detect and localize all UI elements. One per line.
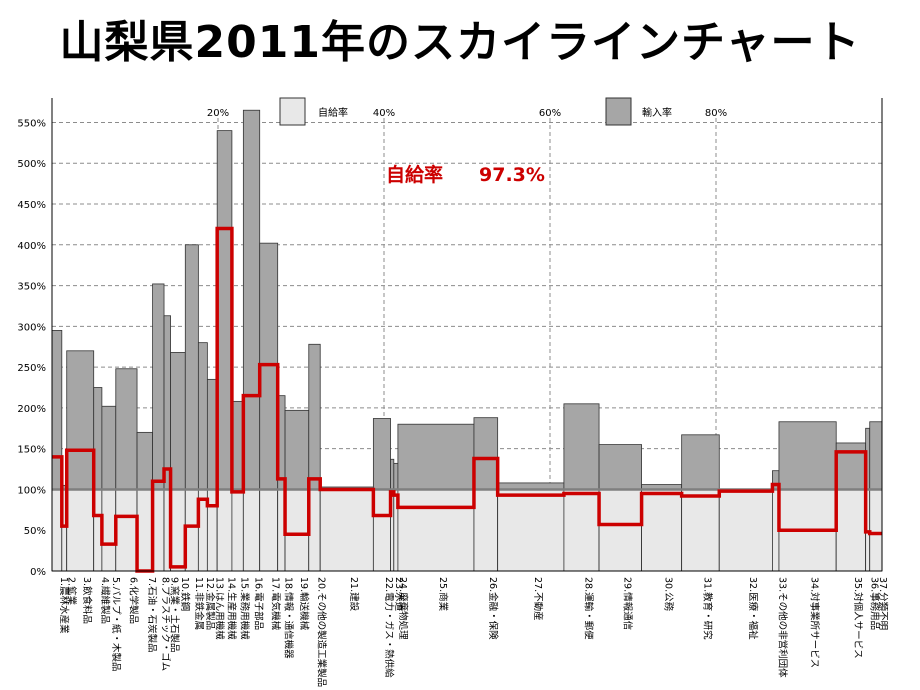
page-title: 山梨県2011年のスカイラインチャート <box>59 17 861 68</box>
sector-label: 14.生産用機械 <box>226 577 238 640</box>
sector-label: 20.その他の製造工業製品 <box>315 577 327 687</box>
y-tick-label: 50% <box>24 526 46 537</box>
sector-label: 28.運輸・郵便 <box>582 577 594 640</box>
y-tick-label: 550% <box>17 118 46 129</box>
sector-label: 23.水道 <box>393 577 405 612</box>
sector-label: 3.飲食料品 <box>81 577 93 624</box>
y-tick-label: 200% <box>17 404 46 415</box>
x-tick-label: 60% <box>539 108 561 119</box>
sector-label: 19.輸送機械 <box>298 577 310 631</box>
x-tick-label: 20% <box>207 108 229 119</box>
sector-label: 9.窯業・土石製品 <box>168 577 180 653</box>
domestic-bar <box>835 489 867 572</box>
sector-label: 27.不動産 <box>532 577 544 621</box>
y-tick-label: 150% <box>17 445 46 456</box>
domestic-bar <box>136 489 153 572</box>
sector-label: 25.商業 <box>437 577 449 612</box>
sector-label: 12.金属製品 <box>204 577 216 630</box>
sector-label: 16.電子部品 <box>253 577 265 630</box>
domestic-bar <box>216 489 233 572</box>
y-tick-label: 250% <box>17 363 46 374</box>
sector-label: 33.その他の非営利団体 <box>777 577 789 678</box>
domestic-bar <box>115 489 138 572</box>
sector-label: 31.教育・研究 <box>701 577 713 640</box>
sector-label: 18.情報・通信機器 <box>282 577 294 659</box>
sector-label: 13.はん用機械 <box>213 577 225 640</box>
domestic-bar <box>319 489 374 572</box>
domestic-bar <box>66 489 95 572</box>
sector-label: 11.非鉄金属 <box>193 577 205 630</box>
sector-label: 32.医療・福祉 <box>747 577 759 640</box>
domestic-bar <box>718 489 773 572</box>
domestic-bar <box>101 489 117 572</box>
domestic-bar <box>641 489 683 572</box>
sector-label: 26.金融・保険 <box>487 577 499 640</box>
legend-swatch <box>279 97 306 126</box>
axis-layer: 0% 50% 100% 150% 200% 250% 300% 350% 400% 450% 500… <box>17 98 883 578</box>
sector-label: 15.業務用機械 <box>239 577 251 640</box>
y-tick-label: 300% <box>17 322 46 333</box>
domestic-bar <box>372 489 391 572</box>
domestic-bar <box>231 489 244 572</box>
sector-label: 24.廃棄物処理 <box>397 577 409 640</box>
domestic-bar <box>681 489 720 572</box>
sector-label: 5.パルプ・紙・木製品 <box>110 577 122 672</box>
sector-label: 2.鉱業 <box>65 577 77 606</box>
y-tick-label: 0% <box>30 567 46 578</box>
sector-label: 30.公務 <box>663 577 675 612</box>
x-tick-label: 40% <box>373 108 395 119</box>
self-sufficiency-value: 97.3% <box>479 164 545 186</box>
legend: 自給率 輸入率 <box>279 97 672 126</box>
sector-label: 37.分類不明 <box>877 577 888 630</box>
domestic-bar <box>242 489 261 572</box>
domestic-bar <box>598 489 642 572</box>
sector-label: 17.電気機械 <box>270 577 282 631</box>
y-tick-label: 350% <box>17 282 46 293</box>
sector-label: 36.事務用品 <box>869 577 881 630</box>
sector-label: 35.対個人サービス <box>852 577 864 659</box>
domestic-bar <box>473 489 499 572</box>
sector-label: 21.建設 <box>348 577 360 612</box>
sector-label: 7.石油・石炭製品 <box>146 577 158 653</box>
domestic-bar <box>170 489 186 572</box>
sector-label: 6.化学製品 <box>127 577 139 624</box>
y-tick-label: 450% <box>17 200 46 211</box>
y-tick-label: 100% <box>17 485 46 496</box>
legend-label: 自給率 <box>318 106 348 119</box>
sector-label: 10.鉄鋼 <box>179 577 191 611</box>
legend-label: 輸入率 <box>642 106 672 119</box>
bars-layer <box>51 109 883 572</box>
sector-label: 34.対事業所サービス <box>809 577 821 668</box>
y-tick-label: 400% <box>17 241 46 252</box>
sector-label: 1.農林水産業 <box>58 577 70 634</box>
domestic-bar <box>259 489 279 572</box>
domestic-bar <box>284 489 310 572</box>
legend-swatch <box>605 97 632 126</box>
sector-label: 22.電力・ガス・熱供給 <box>383 577 395 678</box>
domestic-bar <box>497 489 565 572</box>
domestic-bar <box>184 489 199 572</box>
y-tick-label: 500% <box>17 159 46 170</box>
sector-label: 4.繊維製品 <box>99 577 111 624</box>
domestic-bar <box>397 489 475 572</box>
domestic-bar <box>563 489 600 572</box>
domestic-bar <box>869 489 883 572</box>
self-sufficiency-label: 自給率 <box>386 163 443 186</box>
sector-label: 29.情報通信 <box>621 577 633 630</box>
sector-label: 8.プラスチック・ゴム <box>159 577 171 671</box>
x-tick-label: 80% <box>705 108 727 119</box>
